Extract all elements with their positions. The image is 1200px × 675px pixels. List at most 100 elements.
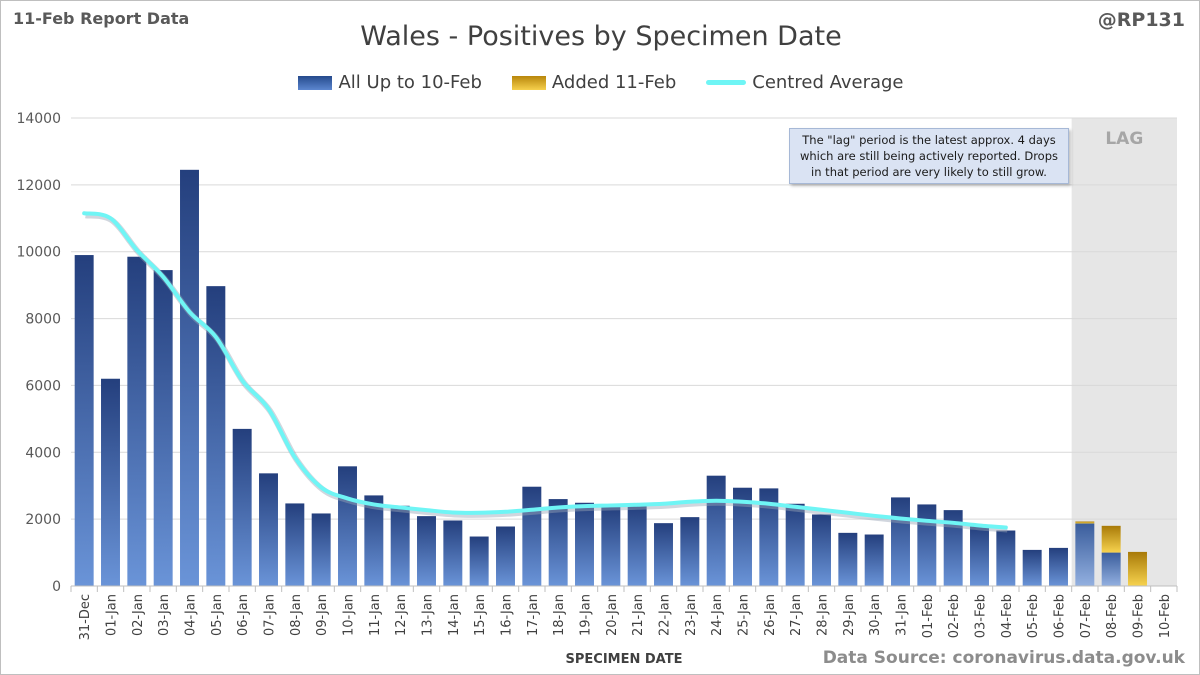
bar-07-Jan (259, 473, 278, 586)
bar-05-Jan (206, 286, 226, 586)
added-bar-09-Feb (1128, 551, 1147, 586)
x-tick-label: 22-Jan (658, 594, 673, 636)
y-tick-label: 14000 (16, 111, 61, 127)
x-tick-label: 01-Feb (921, 594, 936, 638)
x-tick-label: 08-Jan (289, 594, 304, 636)
lag-label: LAG (1105, 129, 1143, 149)
bar-06-Feb (1049, 547, 1068, 586)
x-tick-label: 29-Jan (842, 594, 857, 636)
bar-25-Jan (733, 487, 752, 586)
legend-label-all: All Up to 10-Feb (338, 72, 482, 93)
added-bar-07-Feb (1075, 521, 1095, 524)
bar-26-Jan (759, 488, 779, 586)
x-tick-label: 13-Jan (421, 594, 436, 636)
bar-10-Jan (338, 466, 357, 586)
x-tick-label: 19-Jan (579, 594, 594, 636)
bar-07-Feb (1075, 523, 1095, 586)
author-handle: @RP131 (1097, 9, 1185, 31)
bar-30-Jan (864, 534, 884, 586)
x-tick-label: 31-Dec (78, 594, 93, 640)
lag-note: The "lag" period is the latest approx. 4… (789, 128, 1069, 184)
legend-item-average: Centred Average (706, 72, 904, 93)
y-tick-label: 6000 (25, 378, 61, 394)
bar-09-Jan (311, 513, 331, 586)
report-label: 11-Feb Report Data (13, 9, 190, 28)
x-tick-label: 10-Jan (342, 594, 357, 636)
bar-29-Jan (838, 532, 858, 586)
x-tick-label: 24-Jan (710, 594, 725, 636)
x-tick-label: 23-Jan (684, 594, 699, 636)
x-tick-label: 21-Jan (631, 594, 646, 636)
legend-label-added: Added 11-Feb (551, 72, 677, 93)
y-tick-label: 0 (52, 579, 61, 595)
bar-04-Feb (996, 530, 1016, 586)
bar-02-Feb (943, 510, 963, 586)
x-tick-label: 06-Jan (236, 594, 251, 636)
bar-11-Jan (364, 495, 384, 586)
x-tick-label: 11-Jan (368, 594, 383, 636)
legend-label-average: Centred Average (752, 72, 904, 93)
bar-20-Jan (601, 506, 621, 586)
y-tick-label: 10000 (16, 245, 61, 261)
legend-swatch-line (706, 80, 747, 85)
bar-31-Dec (74, 255, 94, 587)
x-tick-label: 05-Jan (210, 594, 225, 636)
x-tick-label: 09-Jan (315, 594, 330, 636)
bar-31-Jan (891, 497, 910, 586)
bar-12-Jan (390, 505, 410, 586)
bar-03-Feb (970, 526, 989, 586)
x-tick-label: 02-Feb (947, 594, 962, 638)
added-bar-08-Feb (1101, 525, 1121, 553)
lag-region (1071, 118, 1177, 586)
x-tick-label: 28-Jan (816, 594, 831, 636)
x-tick-label: 06-Feb (1053, 594, 1068, 638)
x-tick-label: 01-Jan (105, 594, 120, 636)
bar-01-Feb (917, 504, 937, 586)
x-tick-label: 31-Jan (895, 594, 910, 636)
x-axis-title: SPECIMEN DATE (565, 652, 683, 667)
x-tick-label: 08-Feb (1105, 594, 1120, 638)
bar-17-Jan (522, 486, 542, 586)
legend-item-all: All Up to 10-Feb (298, 72, 482, 93)
bar-19-Jan (575, 502, 594, 586)
bar-14-Jan (443, 520, 463, 586)
bar-15-Jan (469, 536, 489, 586)
y-tick-label: 8000 (25, 312, 61, 328)
legend-swatch-blue (298, 75, 333, 90)
y-tick-label: 12000 (16, 178, 61, 194)
x-tick-label: 05-Feb (1026, 594, 1041, 638)
bar-27-Jan (785, 503, 805, 586)
legend-swatch-gold (511, 75, 546, 90)
x-tick-label: 20-Jan (605, 594, 620, 636)
x-tick-label: 25-Jan (737, 594, 752, 636)
x-tick-label: 15-Jan (473, 594, 488, 636)
x-tick-label: 07-Feb (1079, 594, 1094, 638)
y-tick-label: 2000 (25, 512, 61, 528)
x-tick-label: 04-Feb (1000, 594, 1015, 638)
data-source: Data Source: coronavirus.data.gov.uk (822, 648, 1185, 668)
bar-02-Jan (127, 256, 147, 586)
x-tick-label: 04-Jan (184, 594, 199, 636)
chart-legend: All Up to 10-Feb Added 11-Feb Centred Av… (1, 72, 1200, 93)
centred-average-line (82, 211, 1008, 530)
x-tick-label: 26-Jan (763, 594, 778, 636)
chart-title: Wales - Positives by Specimen Date (360, 21, 842, 52)
bar-23-Jan (680, 517, 700, 586)
bar-21-Jan (627, 505, 647, 586)
bar-22-Jan (654, 523, 673, 586)
x-tick-label: 03-Feb (974, 594, 989, 638)
x-tick-label: 30-Jan (868, 594, 883, 636)
bar-06-Jan (232, 428, 252, 586)
x-tick-label: 12-Jan (394, 594, 409, 636)
x-tick-label: 18-Jan (552, 594, 567, 636)
x-tick-label: 03-Jan (157, 594, 172, 636)
x-tick-label: 07-Jan (263, 594, 278, 636)
x-tick-label: 27-Jan (789, 594, 804, 636)
x-tick-label: 14-Jan (447, 594, 462, 636)
bar-08-Feb (1101, 552, 1121, 586)
bar-03-Jan (153, 270, 173, 586)
x-tick-label: 10-Feb (1158, 594, 1173, 638)
bar-05-Feb (1022, 549, 1042, 586)
bar-28-Jan (812, 514, 831, 586)
